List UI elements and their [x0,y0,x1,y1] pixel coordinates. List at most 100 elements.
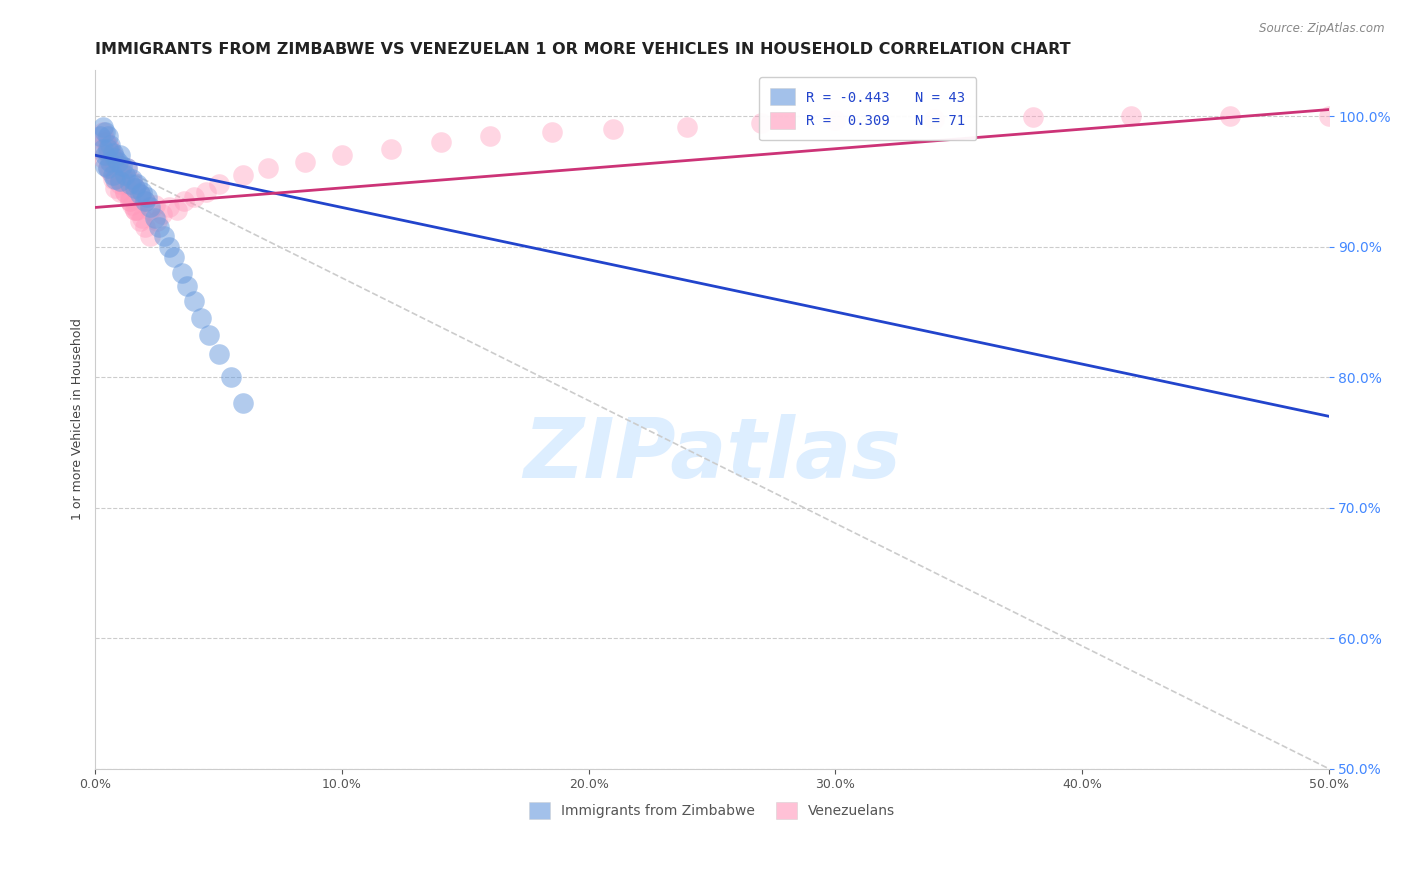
Point [97,128,120,143]
Point [114,177,136,191]
Text: Source: ZipAtlas.com: Source: ZipAtlas.com [1260,22,1385,36]
Point [163,250,186,264]
Point [118,194,141,208]
Point [101,168,124,182]
Point [97,137,120,152]
Point [98,145,121,160]
Point [124,181,146,195]
Point [111,159,134,173]
Point [138,202,160,217]
Point [98,154,121,169]
Point [107,154,129,169]
Point [127,177,149,191]
Text: ZIPatlas: ZIPatlas [523,414,901,495]
Point [124,181,146,195]
Point [118,194,141,208]
Point [104,151,127,165]
Text: IMMIGRANTS FROM ZIMBABWE VS VENEZUELAN 1 OR MORE VEHICLES IN HOUSEHOLD CORRELATI: IMMIGRANTS FROM ZIMBABWE VS VENEZUELAN 1… [96,42,1071,57]
Point [330,148,353,162]
Point [380,142,402,156]
Point [117,161,139,176]
Point [138,201,160,215]
Point [108,148,131,162]
Point [98,142,121,156]
Point [121,171,143,186]
Point [97,145,120,160]
Point [128,187,150,202]
Point [104,159,127,173]
Point [219,370,242,384]
Point [94,135,117,149]
Point [232,168,254,182]
Point [101,171,124,186]
Point [540,125,562,139]
Point [97,142,120,156]
Point [91,125,114,139]
Point [146,213,169,227]
Point [114,185,136,199]
Point [198,328,221,343]
Point [101,148,124,162]
Point [176,278,198,293]
Point [195,185,218,199]
Point [124,202,146,217]
Point [114,168,136,182]
Point [111,168,134,182]
Point [150,207,173,221]
Point [208,346,231,360]
Point [114,185,136,199]
Point [91,120,114,134]
Point [1317,109,1340,123]
Point [232,396,254,410]
Point [131,211,153,225]
Point [166,202,188,217]
Point [118,190,141,204]
Point [429,135,451,149]
Point [479,128,502,143]
Point [136,190,159,204]
Point [1219,109,1241,123]
Point [157,239,180,253]
Point [127,202,149,217]
Point [104,171,127,186]
Point [94,132,117,146]
Point [97,161,120,176]
Point [148,220,170,235]
Point [104,181,127,195]
Point [157,201,180,215]
Point [922,112,945,126]
Point [108,171,131,186]
Point [118,177,141,191]
Point [143,198,166,212]
Point [97,161,120,176]
Point [94,148,117,162]
Point [676,120,699,134]
Point [602,122,624,136]
Point [98,137,121,152]
Point [108,159,131,173]
Point [128,213,150,227]
Point [98,164,121,178]
Point [134,220,156,235]
Point [107,164,129,178]
Point [108,177,131,191]
Point [208,177,231,191]
Point [91,151,114,165]
Point [190,311,212,326]
Point [121,198,143,212]
Point [89,128,111,143]
Point [108,185,131,199]
Point [257,161,280,176]
Point [749,115,772,129]
Point [183,294,205,309]
Point [173,194,195,208]
Point [121,174,143,188]
Point [134,194,156,208]
Point [1121,109,1143,123]
Point [824,113,846,128]
Point [143,211,166,225]
Point [117,161,139,176]
Point [104,154,127,169]
Point [128,187,150,202]
Point [104,168,127,182]
